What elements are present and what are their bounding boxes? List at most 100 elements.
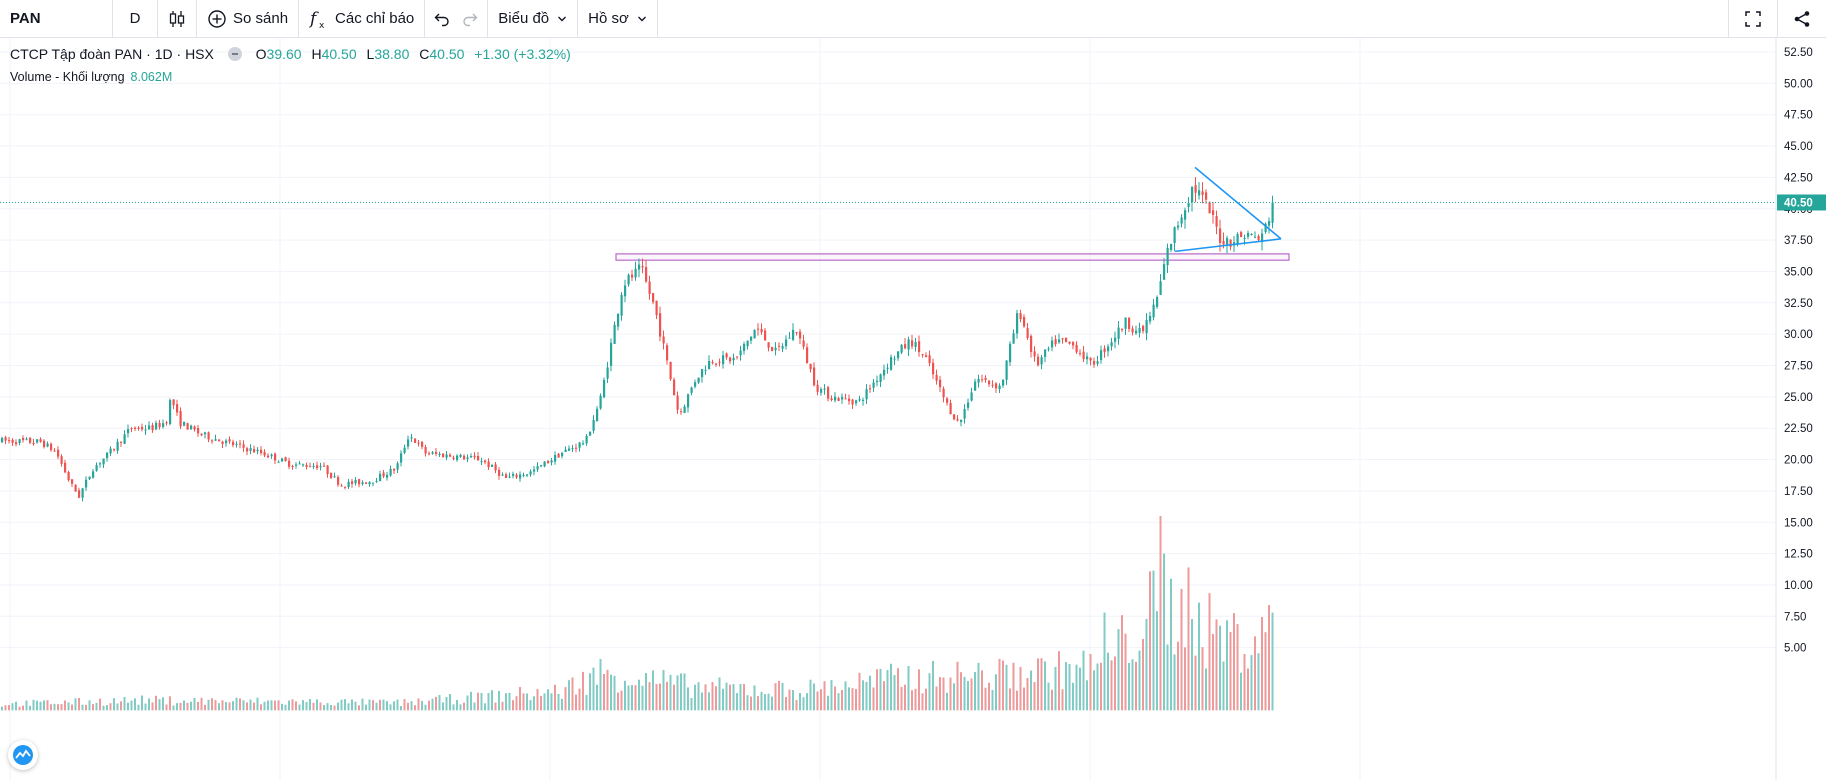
volume-bar <box>764 694 766 711</box>
candle <box>71 478 74 487</box>
redo-icon[interactable] <box>461 10 479 28</box>
volume-bar <box>827 695 829 711</box>
volume-bar <box>522 693 525 711</box>
hide-series-icon[interactable] <box>227 47 242 61</box>
price-tick-label: 37.50 <box>1784 235 1813 247</box>
candle <box>232 439 235 448</box>
volume-bar <box>1068 664 1071 711</box>
resistance-zone <box>615 253 1290 261</box>
candle <box>764 327 767 341</box>
volume-bar <box>218 703 220 711</box>
candle <box>911 334 914 350</box>
candle <box>904 338 907 350</box>
candle <box>169 398 172 426</box>
price-tick-label: 5.00 <box>1784 643 1806 655</box>
candle <box>655 300 658 320</box>
volume-bar <box>305 701 308 711</box>
volume-bar <box>1065 662 1067 711</box>
share-button[interactable] <box>1777 0 1826 37</box>
undo-icon[interactable] <box>433 10 451 28</box>
volume-bar <box>995 674 997 711</box>
candle <box>1250 233 1253 236</box>
volume-bar <box>277 700 280 711</box>
volume-bar <box>830 680 833 711</box>
volume-bar <box>1005 664 1008 711</box>
price-tick-label: 32.50 <box>1784 298 1813 310</box>
symbol-search-button[interactable]: PAN <box>0 0 113 37</box>
candle <box>953 414 956 421</box>
volume-bar <box>900 686 903 711</box>
profile-menu-button[interactable]: Hồ sơ <box>578 0 658 37</box>
volume-bar <box>85 704 87 711</box>
volume-bar <box>1184 647 1186 711</box>
candle <box>1135 325 1138 335</box>
candle <box>795 331 798 336</box>
volume-bar <box>624 680 626 711</box>
volume-bar <box>396 699 399 711</box>
chart-menu-button[interactable]: Biểu đồ <box>488 0 579 37</box>
volume-bar <box>284 704 287 711</box>
fullscreen-button[interactable] <box>1728 0 1777 37</box>
volume-bar <box>113 698 115 711</box>
candle <box>1065 337 1068 343</box>
candle <box>753 329 756 339</box>
volume-bar <box>263 701 266 711</box>
volume-bar <box>883 681 885 711</box>
volume-bar <box>246 702 248 711</box>
candle <box>18 438 21 446</box>
candle <box>480 457 483 466</box>
volume-bar <box>1142 638 1144 711</box>
candle <box>501 472 504 476</box>
candle <box>1047 346 1050 352</box>
candle <box>393 467 396 475</box>
candle <box>1208 201 1211 214</box>
volume-bar <box>1138 650 1141 711</box>
volume-bar <box>543 693 546 711</box>
candle <box>368 481 371 487</box>
candle <box>235 441 238 448</box>
volume-bar <box>855 688 857 711</box>
volume-bar <box>11 703 14 711</box>
candle <box>92 468 95 479</box>
volume-bar <box>414 705 416 711</box>
interval-button[interactable]: D <box>113 0 158 37</box>
compare-button[interactable]: So sánh <box>197 0 300 37</box>
volume-bar <box>998 658 1001 711</box>
volume-bar <box>330 705 332 711</box>
volume-bar <box>746 695 749 711</box>
volume-bar <box>725 682 728 711</box>
volume-bar <box>1 706 3 711</box>
volume-bar <box>704 684 707 711</box>
volume-bar <box>221 700 224 711</box>
volume-bar <box>743 684 745 711</box>
candle <box>358 478 361 488</box>
candle <box>1096 355 1099 367</box>
candle <box>1247 230 1250 240</box>
volume-bar <box>200 697 203 711</box>
volume-bar <box>1054 666 1057 711</box>
chart-style-button[interactable] <box>158 0 197 37</box>
logo-button[interactable] <box>8 740 38 770</box>
volume-bar <box>1198 602 1200 711</box>
candle <box>939 375 942 392</box>
volume-bar <box>1173 654 1176 711</box>
volume-bar <box>1107 652 1109 711</box>
candle <box>963 404 966 424</box>
candle <box>946 396 949 406</box>
volume-bar <box>470 691 472 711</box>
candle <box>330 472 333 479</box>
candle <box>725 352 728 360</box>
price-tick-label: 50.00 <box>1784 78 1813 90</box>
volume-bar <box>452 704 455 711</box>
candle <box>484 459 487 465</box>
candle <box>785 335 788 350</box>
candle <box>704 365 707 375</box>
candle <box>491 463 494 468</box>
volume-bar <box>778 680 780 711</box>
volume-bar <box>1117 629 1120 711</box>
candle <box>1240 230 1243 238</box>
volume-bar <box>1145 618 1148 711</box>
volume-bar <box>585 694 588 711</box>
